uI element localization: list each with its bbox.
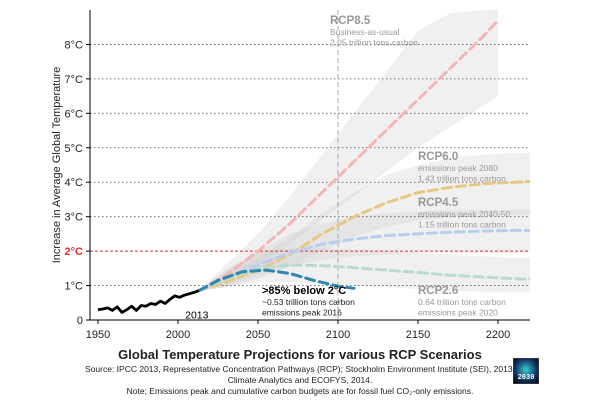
band-rcp4-5 bbox=[198, 209, 530, 291]
x-tick-label-2050: 2050 bbox=[246, 329, 270, 341]
axes: 0 1°C 2°C 3°C 4°C 5°C 6°C 7°C 8°C 1950 2000 2050 210… bbox=[51, 10, 530, 341]
note-rcp2-6-2: emissions peak 2020 bbox=[418, 308, 498, 318]
y-tick-label-7: 7°C bbox=[65, 74, 84, 86]
note-rcp2-6-1: 0.64 trillion tons carbon bbox=[418, 297, 506, 307]
label-rcp8-5: RCP8.5 bbox=[330, 15, 371, 27]
note-rcp8-5-2: 2.05 trillion tons carbon bbox=[330, 38, 418, 48]
note-rcp6-0-2: 1.43 trillion tons carbon bbox=[418, 174, 506, 184]
note-rcp6-0-1: emissions peak 2080 bbox=[418, 163, 498, 173]
label-rcp2-6: RCP2.6 bbox=[418, 285, 458, 297]
label-rcp6-0: RCP6.0 bbox=[418, 151, 458, 163]
x-tick-label-1950: 1950 bbox=[86, 329, 110, 341]
line-85-below-2-c bbox=[197, 268, 356, 293]
chart-title: Global Temperature Projections for vario… bbox=[118, 347, 482, 362]
y-tick-label-6: 6°C bbox=[65, 108, 84, 120]
y-tick-label-5: 5°C bbox=[65, 143, 84, 155]
note-rcp4-5-2: 1.15 trillion tons carbon bbox=[418, 220, 506, 230]
line-observed bbox=[97, 289, 200, 314]
logo-2030-icon: 2030 bbox=[513, 358, 539, 384]
y-tick-label-0: 0 bbox=[77, 315, 83, 327]
temperature-projection-chart: 0 1°C 2°C 3°C 4°C 5°C 6°C 7°C 8°C 1950 2000 2050 210… bbox=[51, 10, 530, 341]
y-tick-label-2: 2°C bbox=[65, 246, 84, 258]
note-rcp8-5-1: Business-as-usual bbox=[330, 27, 400, 37]
y-axis-title: Increase in Average Global Temperature bbox=[51, 67, 63, 264]
logo-text: 2030 bbox=[517, 374, 535, 382]
series-lines bbox=[97, 18, 530, 314]
gridlines bbox=[90, 10, 530, 320]
note-rcp4-5-1: emissions peak 2040-50 bbox=[418, 209, 510, 219]
label-observed-2013: 2013 bbox=[185, 310, 209, 322]
label-rcp4-5: RCP4.5 bbox=[418, 197, 459, 209]
x-tick-label-2000: 2000 bbox=[166, 329, 190, 341]
y-tick-label-1: 1°C bbox=[65, 281, 84, 293]
note-85-below-2-c-1: ~0.53 trillion tons carbon bbox=[262, 297, 355, 307]
y-tick-label-8: 8°C bbox=[65, 39, 84, 51]
note-85-below-2-c-2: emissions peak 2016 bbox=[262, 308, 342, 318]
x-tick-label-2200: 2200 bbox=[486, 329, 510, 341]
band-rcp8-5 bbox=[198, 10, 499, 291]
source-line-3: Note; Emissions peak and cumulative carb… bbox=[126, 386, 474, 396]
source-line-1: Source: IPCC 2013, Representative Concen… bbox=[85, 364, 515, 374]
x-tick-label-2100: 2100 bbox=[326, 329, 350, 341]
line-rcp8-5 bbox=[197, 18, 500, 293]
x-tick-label-2150: 2150 bbox=[406, 329, 430, 341]
label-85-below-2-c: >85% below 2°C bbox=[262, 285, 346, 297]
y-tick-label-3: 3°C bbox=[65, 212, 84, 224]
line-rcp4-5 bbox=[197, 228, 530, 293]
y-tick-label-4: 4°C bbox=[65, 177, 84, 189]
source-line-2: Climate Analytics and ECOFYS, 2014. bbox=[227, 375, 373, 385]
